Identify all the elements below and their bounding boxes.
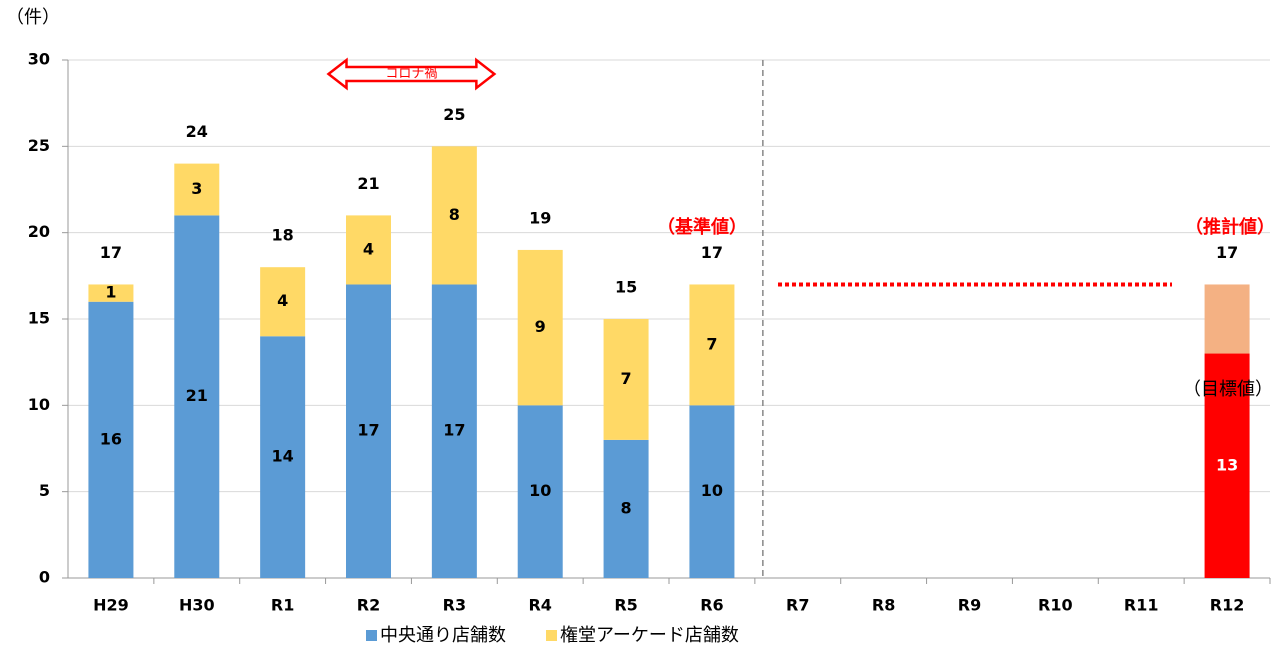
x-tick-label: R8 [872, 596, 895, 615]
x-tick-label: R3 [443, 596, 466, 615]
data-label: 8 [621, 498, 632, 517]
data-label: 13 [1216, 455, 1238, 474]
total-label: 19 [529, 208, 551, 227]
x-tick-label: R5 [614, 596, 637, 615]
bar-segment [689, 405, 735, 578]
bar-segment [260, 267, 306, 337]
total-label: 17 [701, 243, 723, 262]
y-tick-label: 20 [28, 222, 50, 241]
y-tick-label: 25 [28, 136, 50, 155]
legend-swatch [366, 630, 377, 641]
data-label: 14 [272, 447, 294, 466]
legend-label: 中央通り店舗数 [380, 625, 506, 646]
data-label: 4 [277, 291, 288, 310]
annotation: （基準値） [657, 216, 747, 238]
x-tick-label: R6 [700, 596, 723, 615]
y-tick-label: 5 [39, 481, 50, 500]
bar-segment [88, 284, 134, 302]
total-label: 15 [615, 278, 637, 297]
annotation: （推計値） [1185, 216, 1275, 238]
data-label: 17 [443, 421, 465, 440]
data-label: 8 [449, 205, 460, 224]
data-label: 3 [191, 179, 202, 198]
data-label: 16 [100, 429, 122, 448]
total-label: 17 [1216, 243, 1238, 262]
total-label: 25 [443, 105, 465, 124]
bar-segment [689, 284, 735, 406]
data-label: 10 [701, 481, 723, 500]
y-tick-label: 0 [39, 568, 50, 587]
annotation: コロナ禍 [385, 66, 437, 82]
data-label: 7 [621, 369, 632, 388]
x-tick-label: R2 [357, 596, 380, 615]
y-axis-label: （件） [6, 7, 60, 28]
y-tick-label: 15 [28, 309, 50, 328]
annotation: （目標値） [1183, 379, 1273, 400]
x-tick-label: R1 [271, 596, 294, 615]
data-label: 21 [186, 386, 208, 405]
x-tick-label: R7 [786, 596, 809, 615]
bar-segment [174, 215, 220, 578]
data-label: 4 [363, 239, 374, 258]
x-tick-label: H30 [179, 596, 215, 615]
bar-segment [346, 215, 391, 285]
x-tick-label: R10 [1038, 596, 1073, 615]
x-tick-label: H29 [93, 596, 129, 615]
covid-arrow [326, 57, 497, 91]
x-tick-label: R9 [958, 596, 981, 615]
bar-segment [431, 284, 477, 578]
bar-segment [1204, 284, 1250, 354]
bar-segment [346, 284, 391, 578]
total-label: 24 [186, 122, 208, 141]
bar-segment [603, 319, 649, 440]
bar-segment [517, 249, 563, 406]
x-tick-label: R12 [1210, 596, 1245, 615]
x-tick-label: R4 [528, 596, 551, 615]
data-label: 17 [357, 421, 379, 440]
total-label: 18 [272, 226, 294, 245]
bar-segment [1204, 353, 1250, 578]
x-tick-label: R11 [1124, 596, 1159, 615]
data-label: 9 [535, 317, 546, 336]
legend-label: 権堂アーケード店舗数 [560, 625, 739, 646]
bar-segment [431, 146, 477, 285]
bar-segment [88, 301, 134, 578]
y-tick-label: 30 [28, 50, 50, 69]
legend-swatch [546, 630, 557, 641]
data-label: 7 [706, 334, 717, 353]
data-label: 10 [529, 481, 551, 500]
bar-segment [174, 163, 220, 216]
bar-segment [260, 336, 306, 578]
data-label: 1 [105, 283, 116, 302]
bar-segment [603, 439, 649, 578]
y-tick-label: 10 [28, 395, 50, 414]
total-label: 21 [357, 174, 379, 193]
total-label: 17 [100, 243, 122, 262]
bar-segment [517, 405, 563, 578]
